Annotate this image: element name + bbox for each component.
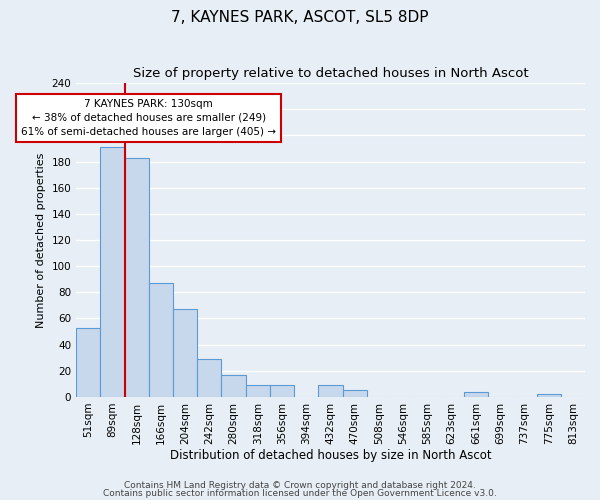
- Bar: [221, 374, 246, 397]
- Bar: [125, 158, 149, 397]
- Text: Contains public sector information licensed under the Open Government Licence v3: Contains public sector information licen…: [103, 488, 497, 498]
- Text: 7, KAYNES PARK, ASCOT, SL5 8DP: 7, KAYNES PARK, ASCOT, SL5 8DP: [171, 10, 429, 25]
- Bar: [197, 359, 221, 397]
- Bar: [149, 283, 173, 397]
- Text: Contains HM Land Registry data © Crown copyright and database right 2024.: Contains HM Land Registry data © Crown c…: [124, 481, 476, 490]
- X-axis label: Distribution of detached houses by size in North Ascot: Distribution of detached houses by size …: [170, 450, 491, 462]
- Bar: [100, 147, 125, 397]
- Bar: [319, 385, 343, 397]
- Bar: [536, 394, 561, 397]
- Bar: [246, 385, 270, 397]
- Title: Size of property relative to detached houses in North Ascot: Size of property relative to detached ho…: [133, 68, 529, 80]
- Bar: [173, 310, 197, 397]
- Bar: [270, 385, 294, 397]
- Bar: [76, 328, 100, 397]
- Bar: [464, 392, 488, 397]
- Y-axis label: Number of detached properties: Number of detached properties: [36, 152, 46, 328]
- Text: 7 KAYNES PARK: 130sqm
← 38% of detached houses are smaller (249)
61% of semi-det: 7 KAYNES PARK: 130sqm ← 38% of detached …: [21, 99, 276, 137]
- Bar: [343, 390, 367, 397]
